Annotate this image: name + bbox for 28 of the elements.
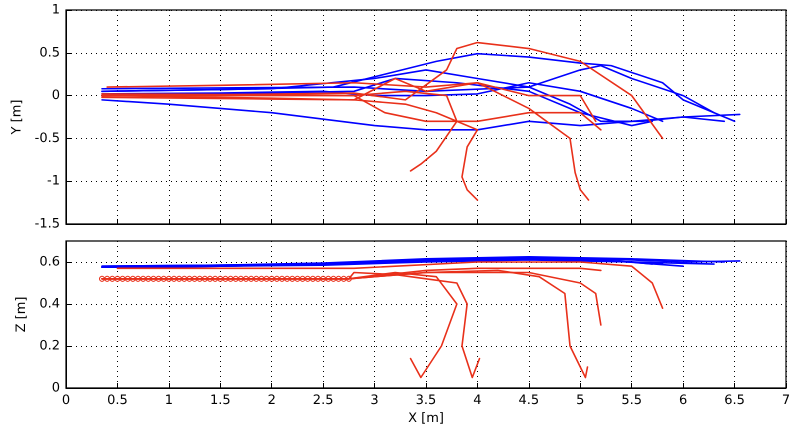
x-tick-label: 1 <box>164 393 173 408</box>
y-tick-label: -1 <box>47 174 60 189</box>
y-tick-label: 1 <box>52 2 60 18</box>
y-tick-label: -0.5 <box>34 130 60 146</box>
x-axis-title: X [m] <box>408 411 444 426</box>
x-tick-label: 1.5 <box>210 393 231 408</box>
x-tick-label: 4 <box>473 393 482 408</box>
x-tick-label: 3.5 <box>416 393 436 408</box>
x-tick-label: 0.5 <box>107 393 128 408</box>
x-tick-label: 5 <box>576 393 584 408</box>
y-tick-label: -1.5 <box>34 216 60 232</box>
y-tick-label: 0.5 <box>39 45 60 60</box>
y-tick-label: 0 <box>52 88 60 104</box>
y-tick-label: 0 <box>52 380 60 396</box>
x-tick-label: 7 <box>782 393 790 408</box>
x-tick-label: 6.5 <box>724 393 745 408</box>
x-tick-label: 2.5 <box>312 393 334 408</box>
y-axis-title: Z [m] <box>14 296 29 332</box>
x-tick-label: 2 <box>268 393 276 408</box>
x-tick-label: 0 <box>62 393 70 408</box>
x-tick-label: 6 <box>679 393 688 408</box>
x-tick-label: 3 <box>370 393 379 408</box>
y-axis-title: Y [m] <box>10 100 25 136</box>
y-tick-label: 0.4 <box>39 296 60 312</box>
x-tick-label: 5.5 <box>621 393 642 408</box>
y-tick-label: 0.6 <box>39 254 60 270</box>
x-tick-label: 4.5 <box>518 393 540 408</box>
y-tick-label: 0.2 <box>39 338 60 354</box>
